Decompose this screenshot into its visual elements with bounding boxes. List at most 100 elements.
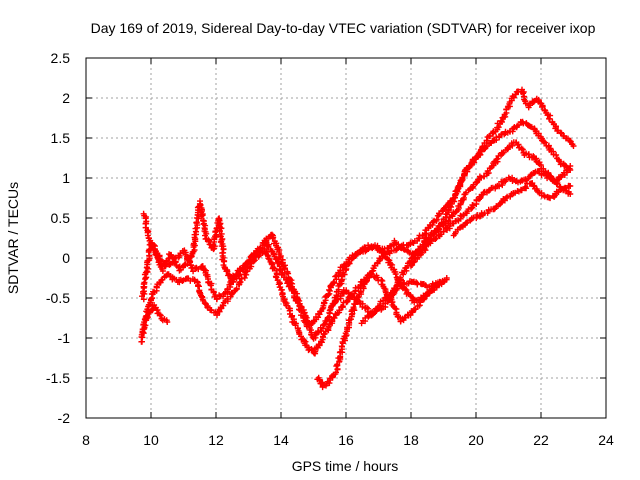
data-point: [156, 311, 163, 318]
data-point: [152, 251, 159, 258]
x-tick-label: 22: [533, 432, 549, 448]
x-tick-label: 8: [82, 432, 90, 448]
x-tick-label: 18: [403, 432, 419, 448]
data-point: [412, 306, 419, 313]
data-point: [494, 155, 501, 162]
data-point: [518, 145, 525, 152]
x-tick-label: 10: [143, 432, 159, 448]
data-point: [264, 243, 271, 250]
data-point: [477, 195, 484, 202]
data-point: [567, 191, 574, 197]
x-tick-label: 20: [468, 432, 484, 448]
data-point: [233, 285, 240, 292]
data-point: [522, 176, 529, 183]
data-point: [238, 275, 245, 282]
data-point: [140, 321, 147, 328]
data-point: [226, 271, 233, 278]
data-point: [186, 257, 193, 264]
data-point: [547, 145, 554, 152]
data-point: [250, 258, 257, 265]
y-axis-label: SDTVAR / TECUs: [5, 182, 21, 294]
data-point: [312, 334, 319, 341]
data-point: [378, 249, 385, 256]
data-point: [319, 305, 326, 312]
series-track-8: [407, 163, 574, 269]
data-point: [226, 272, 233, 279]
data-point: [433, 216, 440, 223]
y-tick-label: 1.5: [51, 130, 71, 146]
data-point: [278, 260, 285, 267]
series-track-9: [450, 180, 574, 239]
data-point: [140, 296, 147, 303]
data-point: [436, 211, 443, 218]
series-track-1: [139, 239, 447, 342]
data-point: [522, 183, 529, 190]
data-point: [553, 152, 560, 158]
data-point: [493, 156, 500, 163]
data-point: [497, 117, 504, 124]
data-point: [402, 286, 409, 292]
data-point: [473, 155, 480, 162]
data-point: [411, 258, 418, 265]
data-point: [570, 143, 577, 149]
y-tick-label: -1: [58, 330, 71, 346]
data-point: [316, 342, 323, 349]
data-point: [190, 268, 197, 275]
data-point: [295, 296, 302, 303]
data-point: [427, 240, 434, 247]
series-track-4: [138, 246, 450, 357]
data-point: [539, 103, 546, 110]
data-point: [198, 213, 205, 220]
data-point: [179, 278, 186, 284]
data-point: [450, 195, 457, 202]
data-point: [336, 307, 343, 314]
data-point: [146, 237, 153, 244]
data-point: [273, 274, 280, 281]
data-point: [329, 318, 336, 325]
data-point: [495, 124, 502, 131]
data-point: [506, 144, 512, 151]
series-track-6: [328, 118, 574, 309]
data-point: [425, 235, 432, 242]
data-point: [445, 217, 452, 224]
data-point: [172, 259, 179, 266]
x-tick-label: 16: [338, 432, 354, 448]
data-point: [216, 308, 223, 315]
data-point: [210, 241, 217, 248]
data-point: [363, 304, 370, 311]
data-point: [399, 244, 406, 251]
x-tick-label: 24: [598, 432, 614, 448]
data-point: [542, 139, 549, 146]
chart-title: Day 169 of 2019, Sidereal Day-to-day VTE…: [91, 20, 596, 36]
data-point: [265, 255, 272, 262]
data-point: [192, 225, 199, 232]
data-point: [389, 261, 396, 268]
data-point: [490, 137, 497, 144]
data-point: [397, 274, 404, 281]
data-point: [407, 262, 414, 269]
axis-ticks: 8 10 12 14 16 18 20 22 24 -2 -1.5 -1 -0.5 0 0.5 1 1.5 2 2.…: [46, 50, 614, 448]
data-point: [503, 195, 510, 201]
data-point: [433, 235, 440, 242]
y-tick-label: 0: [62, 250, 70, 266]
data-point: [443, 275, 450, 281]
x-tick-label: 12: [208, 432, 224, 448]
x-tick-label: 14: [273, 432, 289, 448]
data-point: [140, 288, 146, 295]
data-point: [430, 218, 437, 225]
data-point: [392, 271, 399, 277]
y-tick-label: -1.5: [46, 370, 70, 386]
grid: [86, 58, 606, 418]
series-track-7: [358, 139, 574, 327]
y-tick-label: 2.5: [51, 50, 71, 66]
y-tick-label: 0.5: [51, 210, 71, 226]
data-point: [567, 183, 574, 189]
data-point: [520, 90, 527, 97]
data-point: [554, 128, 561, 134]
data-point: [157, 312, 164, 319]
y-tick-label: -0.5: [46, 290, 70, 306]
data-point: [562, 184, 569, 191]
data-point: [237, 279, 244, 285]
data-point: [164, 319, 171, 325]
